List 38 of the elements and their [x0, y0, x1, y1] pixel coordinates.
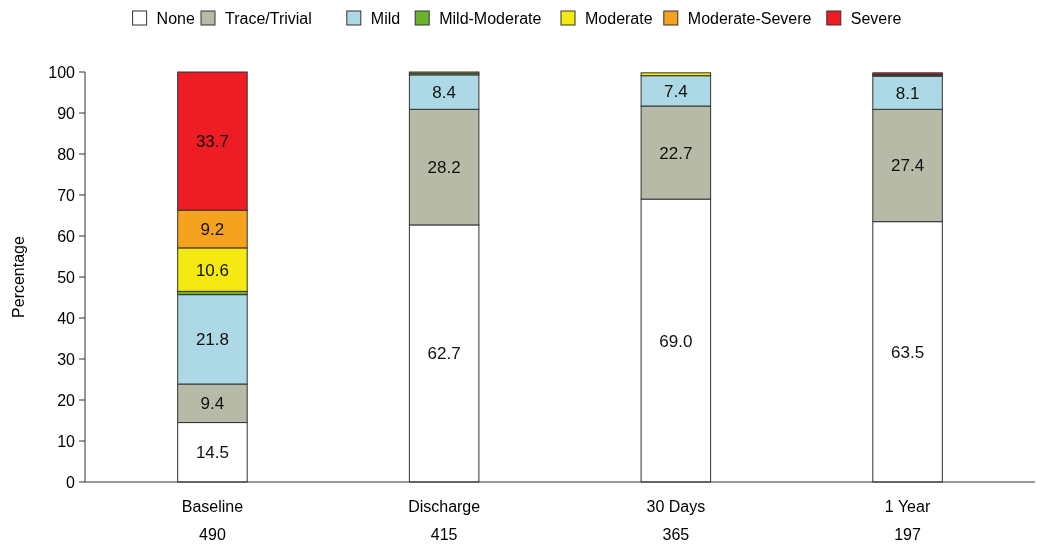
- legend-label: None: [156, 9, 195, 27]
- y-axis-title: Percentage: [10, 235, 27, 318]
- y-tick-label: 30: [57, 350, 76, 368]
- legend-label: Mild: [370, 9, 401, 27]
- data-label: 21.8: [195, 330, 229, 350]
- legend-label: Trace/Trivial: [225, 9, 312, 27]
- x-tick-label: Discharge 415: [408, 498, 481, 543]
- y-tick-label: 60: [57, 227, 76, 245]
- legend-label: Moderate-Severe: [687, 9, 812, 27]
- y-tick-label: 20: [57, 391, 76, 409]
- data-label: 8.4: [432, 83, 456, 103]
- y-tick-label: 40: [57, 309, 76, 327]
- data-label: 9.2: [200, 219, 225, 239]
- data-label: 69.0: [659, 331, 693, 351]
- data-label: 63.5: [891, 342, 925, 362]
- data-label: 9.4: [200, 394, 225, 414]
- data-label: 62.7: [427, 344, 461, 364]
- data-label: 14.5: [195, 443, 229, 463]
- x-tick-label: 1 Year 197: [884, 498, 931, 543]
- legend-label: Moderate: [585, 9, 653, 27]
- data-label: 27.4: [891, 156, 925, 176]
- data-label: 33.7: [195, 132, 229, 152]
- legend-label: Severe: [850, 9, 902, 27]
- data-label: 7.4: [664, 81, 688, 101]
- y-tick-label: 70: [57, 186, 76, 204]
- y-tick-label: 80: [57, 145, 76, 163]
- y-tick-label: 0: [66, 473, 76, 491]
- data-label: 10.6: [195, 260, 229, 280]
- data-label: 28.2: [427, 158, 461, 178]
- y-tick-label: 100: [48, 63, 76, 81]
- y-tick-label: 10: [57, 432, 76, 450]
- legend-label: Mild-Moderate: [439, 9, 542, 27]
- y-tick-label: 50: [57, 268, 76, 286]
- y-tick-label: 90: [57, 104, 76, 122]
- x-tick-label: Baseline 490: [181, 498, 244, 543]
- x-tick-label: 30 Days 365: [646, 498, 706, 543]
- data-label: 22.7: [659, 143, 693, 163]
- data-label: 8.1: [895, 83, 920, 103]
